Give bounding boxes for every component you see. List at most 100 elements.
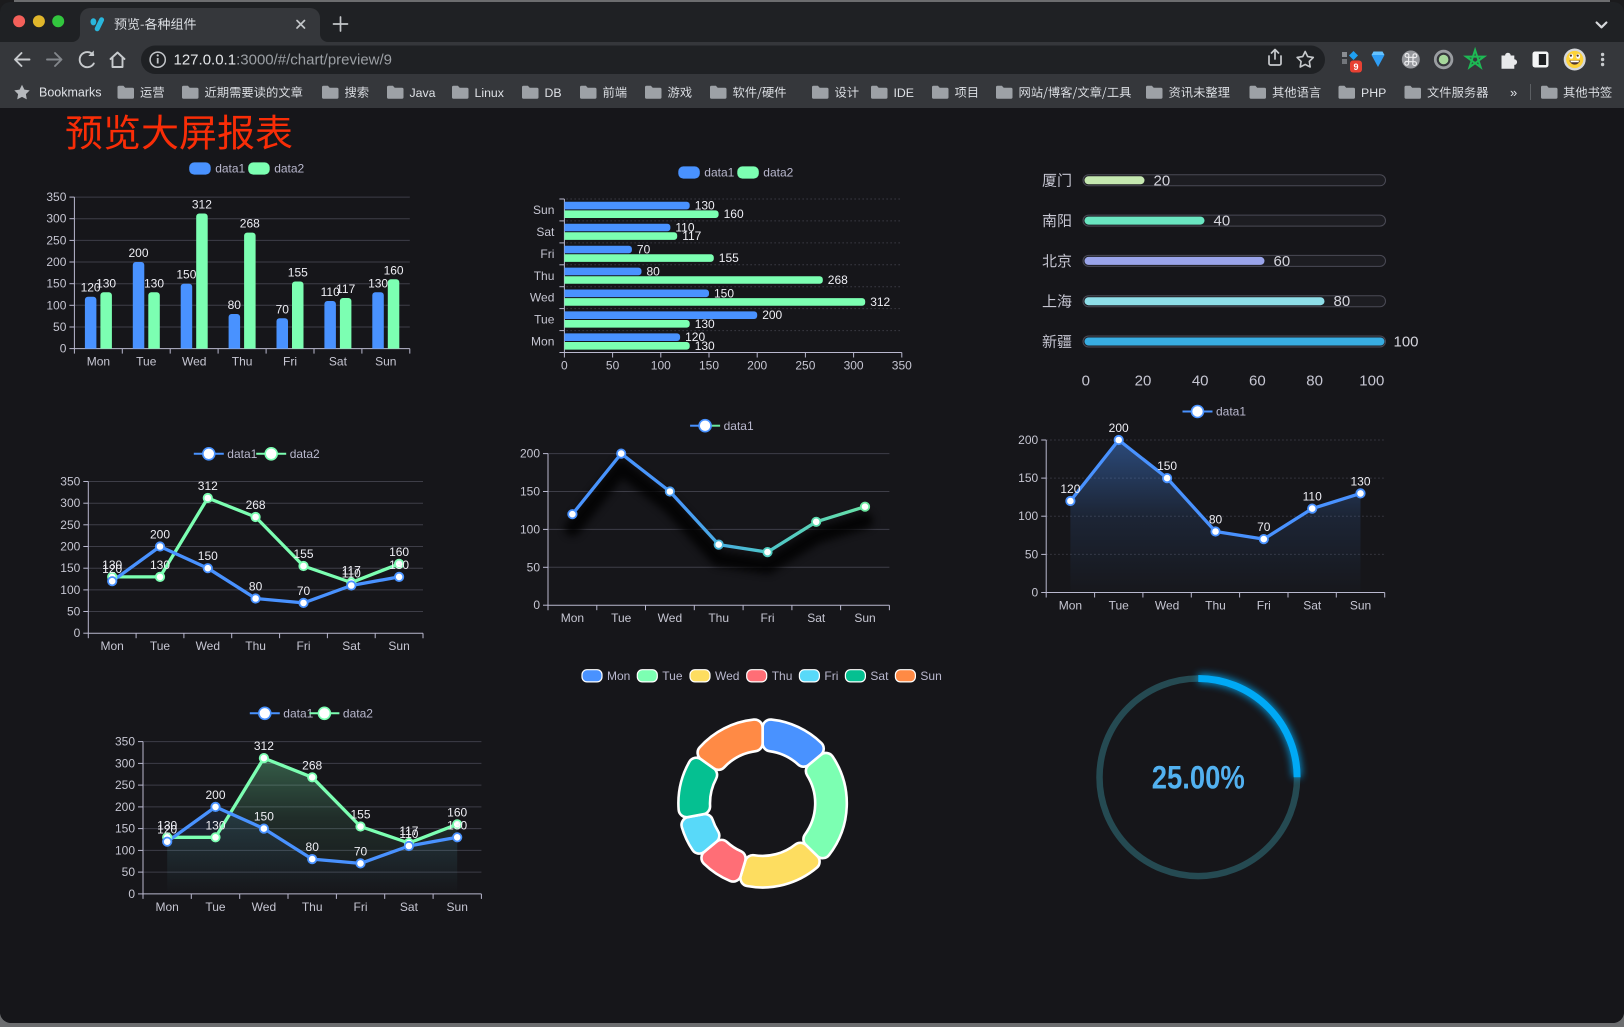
- svg-text:20: 20: [1135, 373, 1152, 390]
- svg-text:200: 200: [520, 447, 540, 461]
- svg-text:Wed: Wed: [715, 669, 739, 683]
- svg-text:40: 40: [1192, 373, 1209, 390]
- svg-text:data2: data2: [274, 162, 304, 176]
- svg-text:155: 155: [719, 251, 739, 265]
- svg-text:130: 130: [695, 339, 715, 353]
- svg-text:50: 50: [527, 560, 541, 574]
- svg-text:Wed: Wed: [196, 639, 220, 653]
- svg-text:0: 0: [60, 342, 67, 356]
- svg-text:Wed: Wed: [530, 291, 554, 305]
- svg-text:Mon: Mon: [561, 611, 584, 625]
- svg-text:160: 160: [384, 263, 404, 277]
- svg-text:200: 200: [46, 255, 66, 269]
- svg-text:Mon: Mon: [101, 639, 124, 653]
- svg-text:80: 80: [1334, 293, 1351, 310]
- svg-text:Sat: Sat: [536, 225, 555, 239]
- svg-text:Sun: Sun: [388, 639, 409, 653]
- svg-text:100: 100: [1359, 373, 1384, 390]
- svg-text:150: 150: [254, 810, 274, 824]
- svg-text:127.0.0.1: 127.0.0.1: [174, 52, 237, 69]
- svg-text:70: 70: [1257, 520, 1271, 534]
- svg-text:200: 200: [150, 528, 170, 542]
- svg-text:Linux: Linux: [475, 86, 505, 100]
- svg-text:200: 200: [1018, 433, 1038, 447]
- svg-text:Mon: Mon: [156, 900, 179, 914]
- svg-text:0: 0: [561, 359, 568, 373]
- svg-text:130: 130: [102, 558, 122, 572]
- svg-text:312: 312: [192, 198, 212, 212]
- svg-text:250: 250: [115, 778, 135, 792]
- svg-text:200: 200: [115, 800, 135, 814]
- svg-text:130: 130: [447, 818, 467, 832]
- svg-text:data1: data1: [1216, 405, 1246, 419]
- svg-text:350: 350: [60, 475, 80, 489]
- svg-text:Fri: Fri: [540, 247, 554, 261]
- svg-text:100: 100: [651, 359, 671, 373]
- svg-text:150: 150: [1157, 459, 1177, 473]
- svg-text:50: 50: [1025, 547, 1039, 561]
- svg-text:117: 117: [399, 824, 418, 838]
- svg-text:110: 110: [675, 221, 694, 235]
- svg-text:Sun: Sun: [920, 669, 941, 683]
- svg-text:80: 80: [1306, 373, 1323, 390]
- svg-text:200: 200: [747, 359, 767, 373]
- svg-text:80: 80: [306, 840, 320, 854]
- svg-text:»: »: [1510, 85, 1517, 100]
- svg-text:200: 200: [762, 308, 782, 322]
- svg-text:150: 150: [176, 268, 196, 282]
- svg-text:160: 160: [389, 545, 409, 559]
- svg-text:130: 130: [389, 558, 409, 572]
- svg-text:50: 50: [53, 320, 67, 334]
- svg-text:150: 150: [60, 561, 80, 575]
- svg-text:70: 70: [354, 844, 368, 858]
- svg-text:data1: data1: [283, 707, 313, 721]
- svg-text:312: 312: [254, 739, 274, 753]
- svg-text:Thu: Thu: [708, 611, 729, 625]
- svg-text:130: 130: [150, 558, 170, 572]
- svg-text:data2: data2: [343, 707, 373, 721]
- svg-text:Thu: Thu: [534, 269, 555, 283]
- svg-text:350: 350: [892, 359, 912, 373]
- svg-text:Sun: Sun: [447, 900, 468, 914]
- svg-text:Mon: Mon: [1059, 599, 1082, 613]
- svg-text:100: 100: [115, 843, 135, 857]
- svg-text:Sat: Sat: [329, 355, 348, 369]
- svg-text:PHP: PHP: [1361, 86, 1386, 100]
- svg-text:150: 150: [115, 822, 135, 836]
- svg-text:200: 200: [128, 246, 148, 260]
- svg-text:0: 0: [74, 626, 81, 640]
- svg-text:Sat: Sat: [342, 639, 361, 653]
- svg-text:Sat: Sat: [807, 611, 826, 625]
- svg-text:Java: Java: [410, 86, 436, 100]
- svg-text:Fri: Fri: [1257, 599, 1271, 613]
- svg-text:25.00%: 25.00%: [1152, 760, 1245, 796]
- svg-text:50: 50: [606, 359, 620, 373]
- svg-text:Wed: Wed: [658, 611, 682, 625]
- svg-text:Wed: Wed: [1155, 599, 1179, 613]
- svg-text:Sat: Sat: [1303, 599, 1322, 613]
- svg-text:Sat: Sat: [400, 900, 419, 914]
- svg-text:300: 300: [46, 212, 66, 226]
- svg-text:100: 100: [60, 583, 80, 597]
- svg-text:120: 120: [1060, 482, 1080, 496]
- svg-text:268: 268: [246, 498, 266, 512]
- svg-text:80: 80: [249, 580, 263, 594]
- svg-text:50: 50: [67, 605, 81, 619]
- svg-text:150: 150: [714, 286, 734, 300]
- svg-text:data1: data1: [724, 419, 754, 433]
- svg-text:130: 130: [157, 818, 177, 832]
- svg-text:117: 117: [682, 229, 701, 243]
- svg-text:0: 0: [1032, 586, 1039, 600]
- svg-text:160: 160: [724, 207, 744, 221]
- svg-text:Sat: Sat: [870, 669, 889, 683]
- svg-text:268: 268: [828, 273, 848, 287]
- svg-text:120: 120: [102, 562, 122, 576]
- svg-text:110: 110: [321, 285, 340, 299]
- svg-text:120: 120: [685, 330, 705, 344]
- svg-text:155: 155: [293, 547, 313, 561]
- svg-text:data1: data1: [227, 447, 257, 461]
- svg-text:150: 150: [198, 549, 218, 563]
- svg-text:0: 0: [128, 887, 135, 901]
- svg-text:data1: data1: [215, 162, 245, 176]
- svg-text:130: 130: [368, 276, 388, 290]
